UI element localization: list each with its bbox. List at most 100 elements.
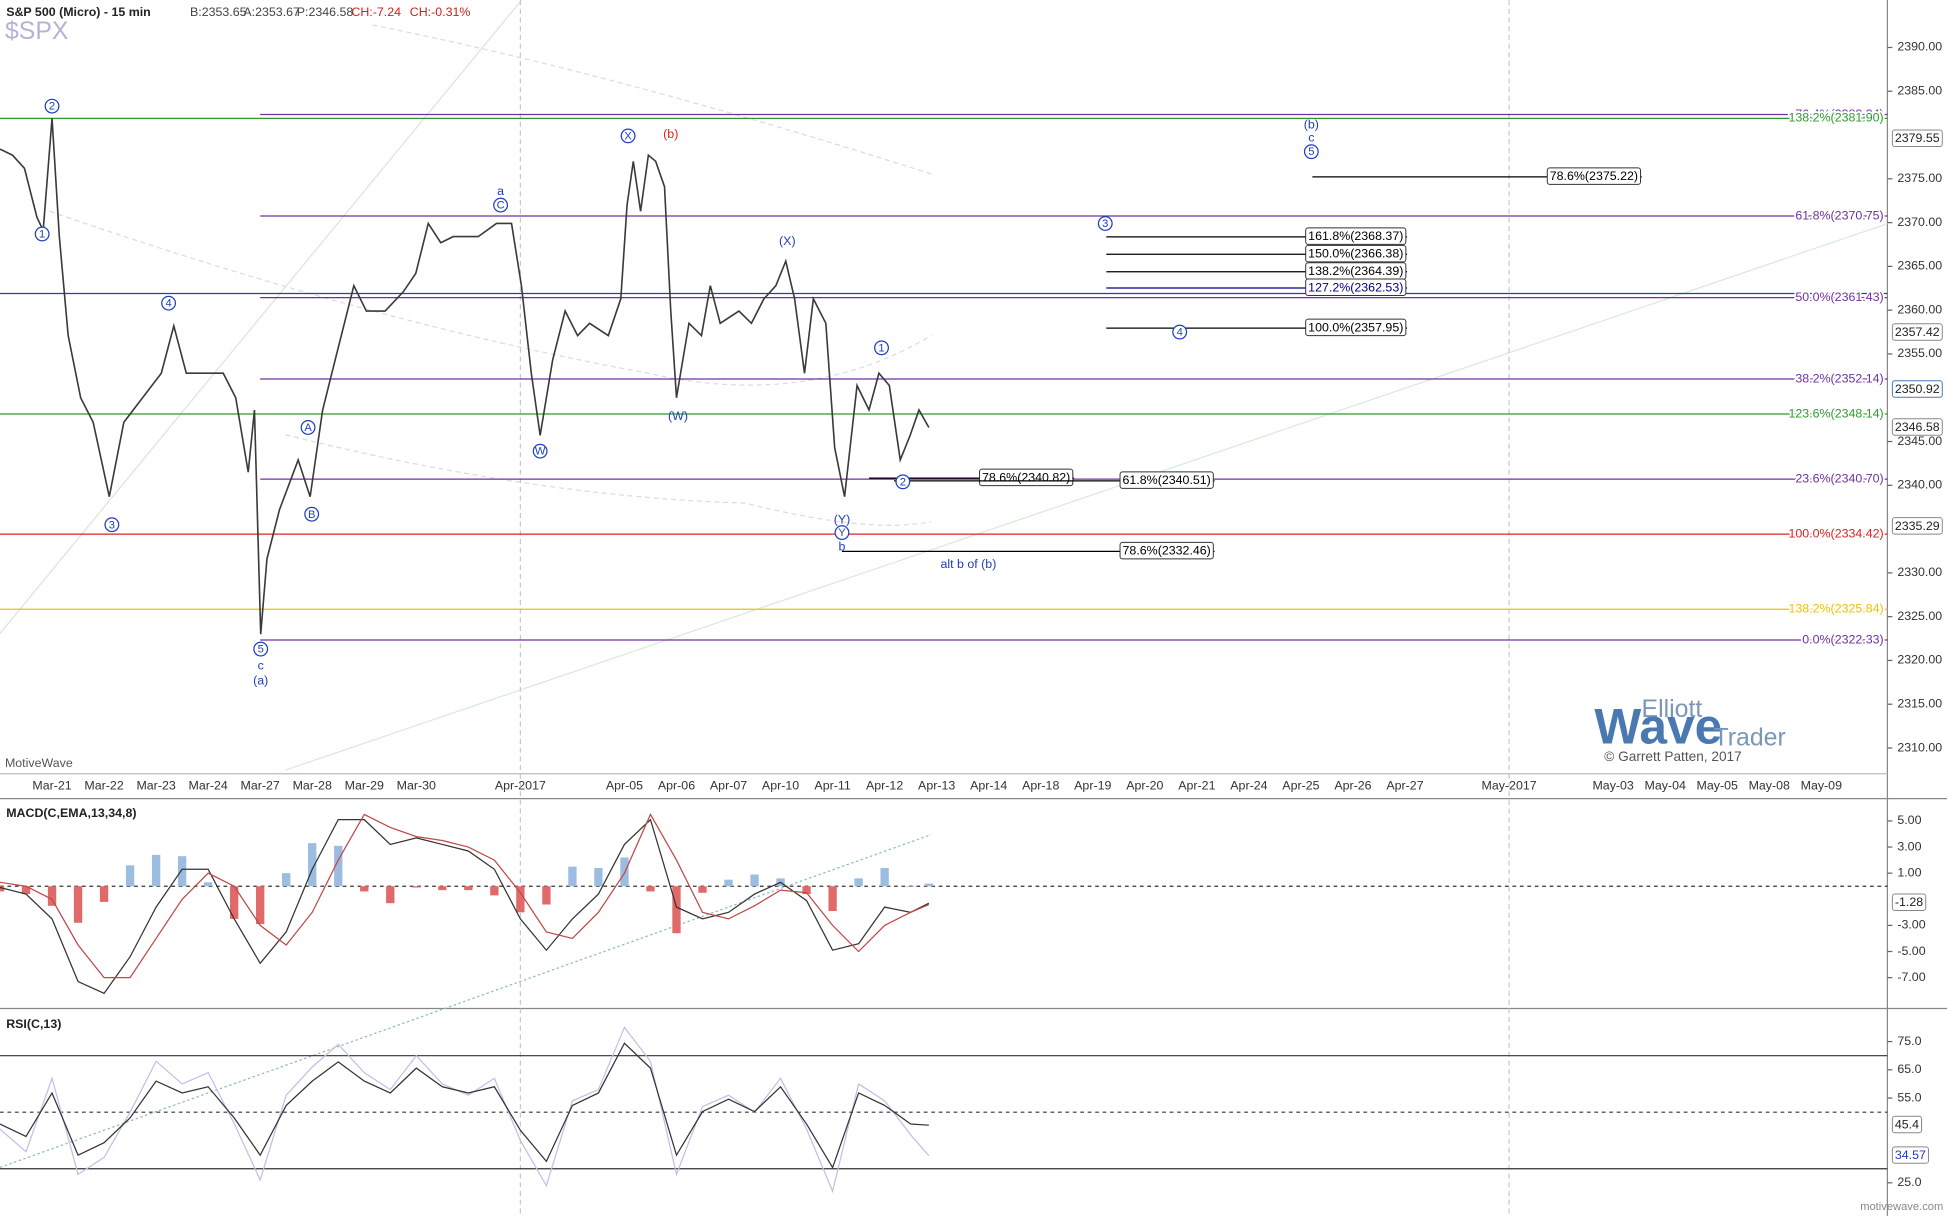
wave-label: 1 [39, 229, 45, 241]
label-box [1891, 380, 1943, 398]
fib-label: 123.6%(2348.14) [1788, 406, 1883, 420]
histogram-bar [412, 886, 421, 888]
wave-label: (X) [779, 234, 796, 248]
price-tag: 34.57 [1895, 1148, 1926, 1162]
histogram-bar [0, 886, 5, 892]
histogram-bar [464, 886, 473, 891]
histogram-bar [490, 886, 499, 896]
fib-label: 23.6%(2340.70) [1795, 471, 1883, 485]
wave-label: X [624, 130, 632, 142]
price-tag: 2379.55 [1895, 131, 1940, 145]
histogram-bar [308, 843, 317, 887]
fib-label: 138.2%(2381.90) [1788, 111, 1883, 125]
panel-title: RSI(C,13) [6, 1017, 61, 1031]
wave-circle [620, 128, 636, 144]
site: motivewave.com [1860, 1201, 1943, 1213]
y-tick-label: -5.00 [1897, 944, 1925, 958]
histogram-bar [906, 886, 915, 887]
wave-label: A [304, 422, 312, 434]
label-box [1546, 167, 1642, 185]
wave-label: C [497, 200, 505, 212]
price-tag: 2346.58 [1895, 420, 1940, 434]
x-tick-label: Mar-28 [293, 778, 332, 792]
series-line [0, 1042, 929, 1170]
wave-circle [1172, 324, 1188, 340]
x-tick-label: Apr-26 [1334, 778, 1371, 792]
x-tick-label: Apr-13 [918, 778, 955, 792]
wave-label: 3 [109, 519, 115, 531]
histogram-bar [646, 886, 655, 892]
wave-label: 4 [165, 298, 171, 310]
y-tick-label: 2345.00 [1897, 434, 1942, 448]
y-tick-label: 2310.00 [1897, 740, 1942, 754]
wave-circle [1097, 216, 1113, 231]
histogram-bar [828, 886, 837, 912]
y-tick-label: 2330.00 [1897, 565, 1942, 579]
y-tick-label: -3.00 [1897, 918, 1925, 932]
label-box [1891, 517, 1943, 535]
x-tick-label: Apr-10 [762, 778, 799, 792]
wave-circle [532, 443, 548, 459]
platform: MotiveWave [5, 756, 73, 770]
wave-label: 5 [258, 644, 264, 656]
panel-title: MACD(C,EMA,13,34,8) [6, 806, 136, 820]
wave-label: 5 [1308, 146, 1314, 158]
label-box [1891, 418, 1943, 436]
change-percent: CH:-0.31% [410, 5, 471, 19]
histogram-bar [802, 886, 811, 895]
last-price: P:2346.58 [297, 5, 354, 19]
histogram-bar [47, 886, 57, 906]
x-tick-label: Mar-23 [136, 778, 175, 792]
histogram-bar [880, 867, 889, 887]
wave-label: 3 [1102, 218, 1108, 230]
x-tick-label: Apr-19 [1074, 778, 1111, 792]
wave-label: Y [838, 527, 846, 539]
price-tag: 2357.42 [1895, 325, 1940, 339]
wave-circle [104, 517, 120, 533]
y-tick-label: 1.00 [1897, 865, 1921, 879]
y-tick-label: -7.00 [1897, 970, 1925, 984]
wave-label: (b) [663, 127, 678, 141]
header: S&P 500 (Micro) - 15 min B:2353.65 A:235… [5, 5, 470, 45]
wave-label: (b) [1304, 117, 1319, 131]
label-box [1891, 1146, 1929, 1164]
wave-circle [1303, 144, 1319, 160]
wave-label: 4 [1177, 327, 1183, 339]
wave-circle [44, 98, 60, 114]
logo-trader: Trader [1714, 725, 1786, 752]
wave-label: alt b of (b) [940, 557, 996, 571]
change: CH:-7.24 [351, 5, 401, 19]
label-box [1119, 471, 1214, 489]
x-tick-label: Apr-18 [1022, 778, 1059, 792]
x-tick-label: Apr-20 [1126, 778, 1163, 792]
x-tick-label: Apr-25 [1282, 778, 1319, 792]
macd-trendline [0, 834, 932, 1168]
y-tick-label: 55.0 [1897, 1090, 1921, 1104]
y-tick-label: 2385.00 [1897, 84, 1942, 98]
target-label: 138.2%(2364.39) [1308, 264, 1403, 278]
price-tag: 45.4 [1895, 1117, 1919, 1131]
symbol: S&P 500 (Micro) - 15 min [6, 5, 151, 19]
y-tick-label: 2370.00 [1897, 215, 1942, 229]
wave-label: (Y) [834, 512, 851, 526]
wave-circle [874, 340, 889, 356]
copyright: © Garrett Patten, 2017 [1604, 749, 1741, 764]
x-tick-label: Apr-21 [1178, 778, 1215, 792]
wave-label: c [1308, 131, 1314, 145]
label-box [1305, 318, 1407, 337]
x-tick-label: Mar-21 [32, 778, 71, 792]
x-tick-label: Mar-27 [241, 778, 280, 792]
label-box [1891, 893, 1927, 911]
y-tick-label: 2315.00 [1897, 697, 1942, 711]
price-tag: 2350.92 [1895, 382, 1940, 396]
x-tick-label: Apr-24 [1230, 778, 1267, 792]
price-tag: 2335.29 [1895, 519, 1940, 533]
wave-circle [161, 295, 177, 311]
histogram-bar [21, 886, 31, 895]
x-tick-label: Apr-07 [710, 778, 747, 792]
series-line [0, 118, 930, 635]
